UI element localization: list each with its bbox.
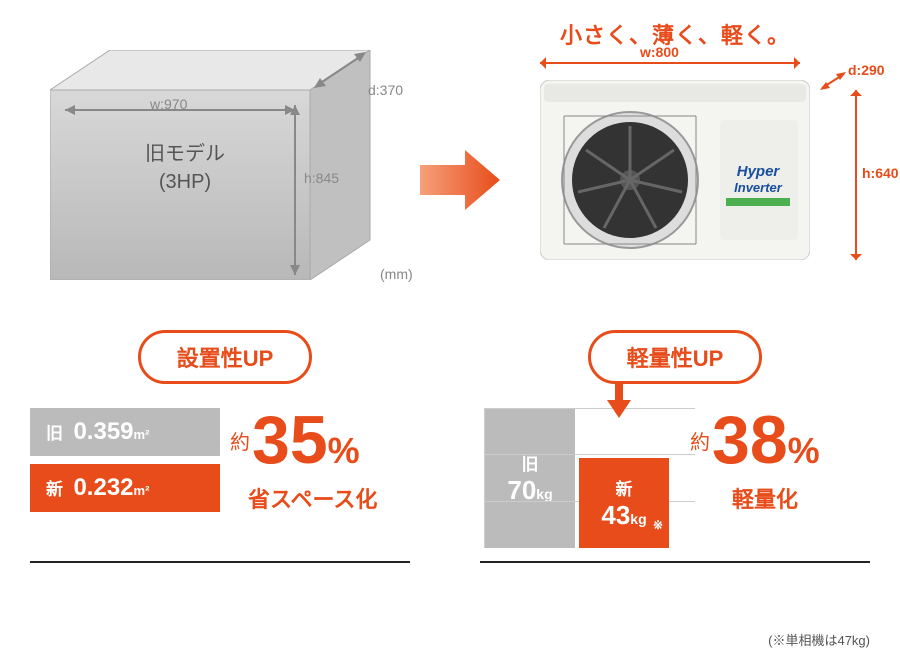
svg-text:Hyper: Hyper	[737, 163, 781, 180]
old-model-title: 旧モデル (3HP)	[145, 140, 225, 196]
bottom-section: 設置性UP 旧 0.359m² 新 0.232m² 約 35 % 省スペース化 …	[0, 310, 900, 657]
top-section: w:970 h:845 d:370 (mm) 旧モデル (3HP) 小さく、薄く…	[0, 0, 900, 310]
old-area-unit: m²	[134, 427, 150, 442]
right-sub: 軽量化	[732, 482, 798, 514]
new-w-unit: kg	[630, 511, 646, 527]
new-h-label: h:640	[862, 165, 899, 181]
right-pct: 約 38 %	[690, 406, 820, 474]
left-pct: 約 35 %	[230, 406, 360, 474]
new-w-note: ※	[653, 518, 663, 532]
new-w-arrow	[540, 62, 800, 64]
old-area-box: 旧 0.359m²	[30, 408, 220, 456]
yaku-l: 約	[230, 426, 250, 455]
svg-text:Inverter: Inverter	[734, 180, 783, 195]
left-sub: 省スペース化	[248, 482, 377, 514]
new-tag: 新	[46, 480, 63, 499]
old-w-label: w:970	[150, 96, 187, 112]
install-badge: 設置性UP	[138, 330, 313, 384]
left-rule	[30, 561, 410, 563]
old-weight-bar: 旧 70kg	[485, 408, 575, 548]
num-l: 35	[252, 406, 328, 474]
transition-arrow	[420, 150, 500, 210]
old-title-2: (3HP)	[159, 171, 211, 193]
weight-bars: 旧 70kg 新 43kg ※	[484, 408, 684, 548]
down-arrow-icon	[607, 400, 631, 430]
old-area-val: 0.359	[73, 418, 133, 445]
new-d-arrow	[818, 70, 848, 92]
mm-label: (mm)	[380, 266, 413, 282]
new-h-arrow	[855, 90, 857, 260]
old-h-label: h:845	[304, 170, 339, 186]
new-area-unit: m²	[134, 483, 150, 498]
new-area-box: 新 0.232m²	[30, 464, 220, 512]
new-w-tag: 新	[616, 475, 633, 500]
new-w-label: w:800	[640, 44, 679, 60]
right-rule	[480, 561, 870, 563]
pc-r: %	[788, 430, 820, 472]
old-w-unit: kg	[536, 486, 552, 502]
num-r: 38	[712, 406, 788, 474]
new-area-val: 0.232	[73, 474, 133, 501]
footnote: (※単相機は47kg)	[768, 630, 870, 649]
new-weight-bar: 新 43kg ※	[579, 458, 669, 548]
ac-unit: Hyper Inverter	[540, 80, 810, 260]
old-tag: 旧	[46, 424, 63, 443]
new-w-val: 43	[601, 500, 630, 530]
new-d-label: d:290	[848, 62, 885, 78]
yaku-r: 約	[690, 426, 710, 455]
old-d-label: d:370	[368, 82, 403, 98]
old-title-1: 旧モデル	[145, 143, 225, 165]
right-column: 軽量性UP 旧 70kg 新 43kg ※ 約 38 % 軽量化 (※単相機は4…	[450, 310, 900, 657]
weight-badge: 軽量性UP	[588, 330, 763, 384]
pc-l: %	[328, 430, 360, 472]
left-column: 設置性UP 旧 0.359m² 新 0.232m² 約 35 % 省スペース化	[0, 310, 450, 657]
